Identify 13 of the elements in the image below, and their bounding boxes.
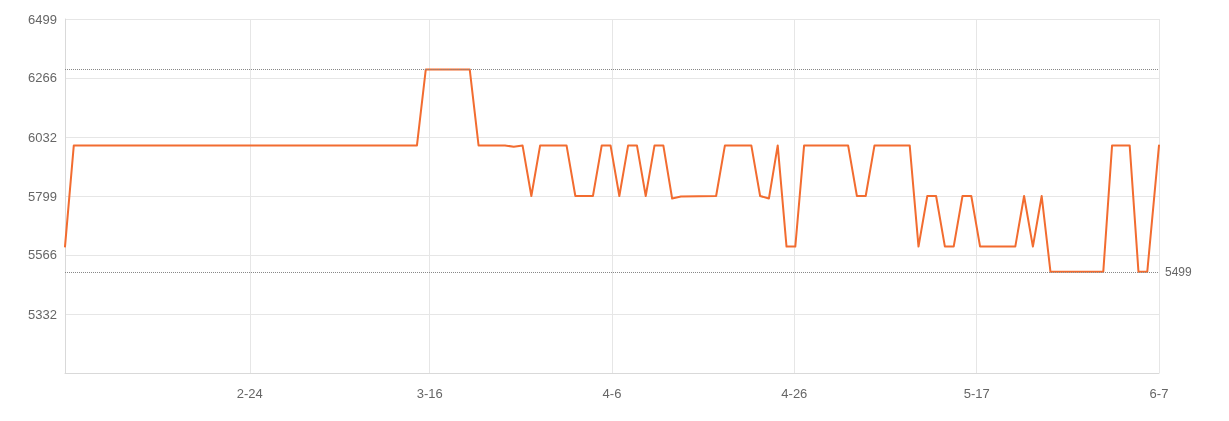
x-tick-label: 4-6 [602,386,622,401]
x-tick-label: 5-17 [963,386,990,401]
y-tick-label: 5799 [28,188,57,204]
y-tick-label: 6499 [28,11,57,27]
x-tick-label: 4-26 [781,386,808,401]
x-tick-label: 6-7 [1149,386,1169,401]
y-tick-label: 6266 [28,70,57,86]
y-tick-label: 5332 [28,306,57,322]
x-tick-label: 2-24 [236,386,263,401]
x-tick-label: 3-16 [416,386,443,401]
ref-line-label: 5499 [1165,264,1193,279]
y-tick-label: 6032 [28,129,57,145]
y-tick-label: 5566 [28,247,57,263]
